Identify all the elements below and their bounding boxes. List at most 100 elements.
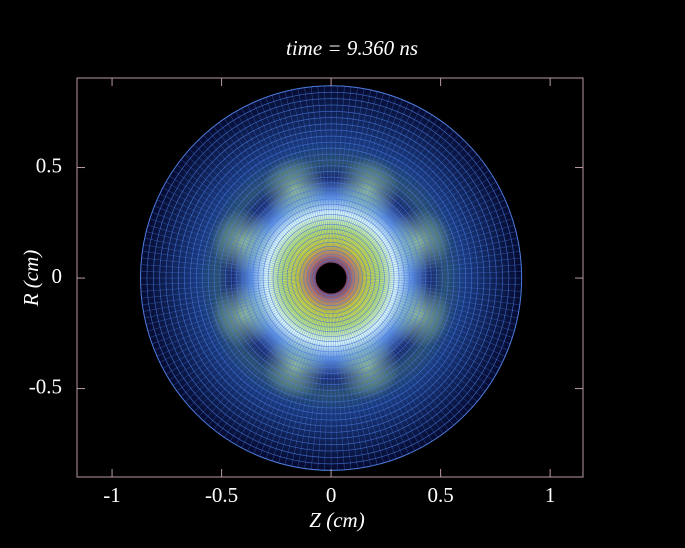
mesh-spoke [180, 159, 320, 269]
mesh-spoke [339, 291, 433, 442]
x-tick-label: -0.5 [205, 483, 238, 507]
mesh-spoke [189, 288, 320, 407]
mesh-spoke [140, 264, 316, 278]
mesh-spoke [218, 122, 323, 266]
mesh-spoke [297, 88, 329, 263]
mesh-spoke [144, 237, 317, 276]
mesh-spoke [149, 218, 317, 274]
mesh-spoke [338, 291, 427, 445]
mesh-spoke [224, 118, 323, 266]
mesh-spoke [271, 292, 327, 462]
mesh-spoke [343, 170, 490, 270]
mesh-spoke [345, 224, 515, 275]
mesh-spoke [343, 286, 490, 386]
mesh-spoke [338, 111, 427, 265]
mesh-spoke [346, 271, 522, 278]
mesh-spoke [345, 281, 517, 325]
mesh-spoke [332, 293, 352, 470]
mesh-spoke [208, 289, 322, 426]
mesh-spoke [146, 281, 317, 325]
mesh-spoke [343, 159, 482, 269]
mesh-spoke [229, 114, 324, 266]
mesh-spoke [339, 290, 444, 434]
mesh-inner-hole [315, 262, 347, 294]
mesh-spoke [184, 287, 320, 402]
mesh-spoke [337, 105, 415, 265]
mesh-spoke [335, 292, 384, 463]
mesh-spoke [336, 97, 397, 264]
mesh-spoke [339, 118, 438, 266]
mesh-spoke [342, 287, 478, 402]
mesh-spoke [142, 251, 316, 277]
mesh-spoke [193, 288, 321, 412]
mesh-spoke [341, 134, 459, 267]
mesh-spoke [324, 293, 331, 471]
mesh-spoke [162, 187, 318, 272]
mesh-spoke [334, 293, 378, 465]
x-axis-label: Z (cm) [309, 508, 364, 532]
mesh-spoke [159, 284, 318, 363]
mesh-spoke [344, 193, 503, 272]
x-tick-label: 0.5 [427, 483, 453, 507]
mesh-spoke [265, 97, 327, 264]
mesh-spoke [345, 218, 513, 274]
mesh-spoke [154, 283, 317, 351]
mesh-spoke [344, 181, 497, 271]
mesh-spoke [337, 291, 415, 452]
mesh-spoke [345, 282, 515, 332]
mesh-spoke [147, 224, 317, 275]
mesh-spoke [208, 130, 322, 267]
mesh-spoke [341, 289, 464, 417]
mesh-spoke [141, 279, 316, 299]
mesh-spoke [198, 289, 321, 417]
mesh-spoke [344, 285, 497, 375]
mesh-spoke [180, 287, 320, 397]
mesh-spoke [342, 154, 478, 269]
mesh-spoke [141, 257, 316, 277]
mesh-spoke [345, 283, 508, 351]
mesh-spoke [154, 205, 317, 273]
x-tick-label: 0 [326, 483, 337, 507]
mesh-spoke [165, 285, 318, 375]
y-tick-label: -0.5 [29, 374, 62, 398]
mesh-spoke [310, 86, 330, 263]
mesh-spoke [331, 85, 338, 263]
mesh-spoke [342, 288, 473, 407]
mesh-spoke [338, 291, 421, 448]
mesh-spoke [156, 199, 318, 272]
mesh-spoke [151, 283, 317, 345]
mesh-spoke [331, 86, 345, 263]
mesh-spoke [342, 149, 473, 268]
mesh-spoke [343, 286, 493, 381]
mesh-spoke [189, 149, 320, 268]
mesh-spoke [317, 293, 331, 470]
mesh-spoke [343, 175, 493, 271]
mesh-spoke [346, 278, 522, 292]
mesh-spoke [259, 99, 326, 264]
mesh-spoke [235, 111, 324, 265]
mesh-spoke [165, 181, 318, 271]
mesh-spoke [198, 139, 321, 268]
mesh-spoke [218, 290, 323, 434]
mesh-spoke [253, 292, 326, 454]
mesh-spoke [338, 108, 421, 265]
mesh-spoke [341, 289, 459, 422]
mesh-spoke [345, 212, 511, 273]
mesh-spoke [297, 293, 329, 468]
mesh-spoke [345, 205, 508, 273]
mesh-spoke [169, 175, 319, 271]
mesh-spoke [162, 285, 318, 369]
mesh-spoke [146, 231, 317, 275]
mesh-spoke [343, 286, 486, 392]
mesh-spoke [334, 293, 371, 467]
mesh-spoke [159, 193, 318, 272]
mesh-spoke [241, 108, 325, 265]
mesh-spoke [193, 144, 321, 268]
mesh-spoke [143, 244, 317, 276]
mesh-spoke [345, 282, 513, 338]
mesh-spoke [169, 286, 319, 381]
mesh-spoke [156, 284, 318, 357]
mesh-spoke [304, 293, 330, 469]
mesh-spoke [291, 293, 329, 467]
mesh-spoke [304, 87, 330, 263]
